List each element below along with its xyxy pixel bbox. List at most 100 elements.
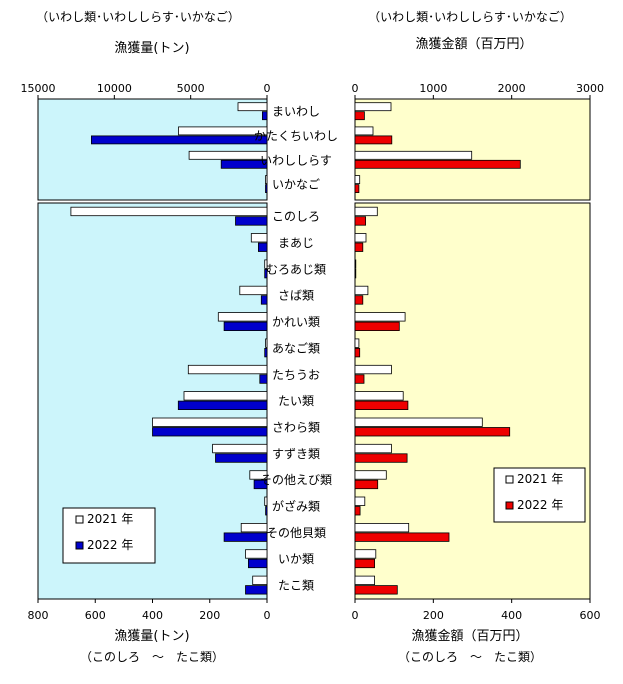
value-top-bar-2021-2 (354, 150, 473, 160)
value-bottom-bar-2021-3 (354, 285, 369, 296)
quantity-legend-label-2021: 2021 年 (87, 512, 133, 526)
category-label-bottom-7: たい類 (278, 394, 314, 408)
category-label-bottom-10: その他えび類 (260, 473, 332, 487)
value-top-tick-label-3: 3000 (576, 82, 604, 95)
value-legend-label-2022: 2022 年 (517, 498, 563, 512)
quantity-title-note: （いわし類･いわししらす･いかなご） (36, 9, 240, 24)
value-top-bar-2021-0 (354, 102, 392, 112)
value-bottom-bar-2022-14 (354, 585, 398, 595)
quantity-bottom-bar-2021-0 (70, 206, 268, 217)
category-label-bottom-6: たちうお (272, 368, 320, 382)
value-bottom-bar-2022-7 (354, 400, 409, 411)
value-bottom-tick-label-3: 600 (580, 609, 601, 622)
category-label-top-2: いわししらす (260, 153, 332, 167)
value-bottom-bar-2021-10 (354, 470, 387, 480)
quantity-bottom-bar-2022-11 (265, 506, 268, 516)
category-label-top-1: かたくちいわし (254, 129, 338, 143)
quantity-bottom-bar-2022-10 (253, 479, 268, 490)
quantity-bottom-bar-2022-13 (247, 558, 268, 569)
category-label-bottom-12: その他貝類 (266, 526, 326, 540)
quantity-bottom-bar-2022-12 (223, 532, 268, 542)
quantity-top-bar-2021-1 (178, 126, 268, 136)
category-label-bottom-4: かれい類 (272, 315, 320, 329)
value-xlabel-note: （このしろ ～ たこ類） (398, 650, 542, 664)
quantity-top-bar-2022-3 (265, 184, 268, 194)
value-bottom-tick-label-2: 400 (501, 609, 522, 622)
quantity-top-bar-2022-1 (91, 135, 268, 145)
value-top-bar-2021-3 (354, 175, 361, 185)
category-label-bottom-3: さば類 (278, 289, 314, 303)
value-bottom-bar-2021-14 (354, 575, 376, 585)
value-legend-swatch-2021 (505, 475, 514, 484)
value-bottom-bar-2022-0 (354, 216, 367, 226)
quantity-bottom-bar-2021-6 (187, 364, 268, 375)
quantity-xlabel: 漁獲量(トン) (114, 629, 189, 644)
value-title: 漁獲金額（百万円） (415, 36, 532, 52)
category-label-bottom-0: このしろ (272, 210, 320, 224)
value-bottom-bar-2022-13 (354, 558, 376, 569)
quantity-top-tick-label-0: 15000 (21, 82, 56, 95)
quantity-top-bar-2022-0 (261, 111, 268, 121)
quantity-bottom-bar-2022-9 (215, 453, 268, 463)
quantity-bottom-bar-2022-2 (264, 268, 268, 279)
category-label-bottom-11: がざみ類 (272, 499, 320, 514)
value-bottom-bar-2022-1 (354, 242, 364, 252)
quantity-bottom-bar-2022-5 (264, 347, 268, 358)
value-xlabel: 漁獲金額（百万円） (411, 628, 528, 644)
value-top-bar-2022-3 (354, 184, 360, 194)
value-bottom-bar-2021-8 (354, 417, 483, 427)
value-bottom-bar-2022-8 (354, 427, 511, 437)
quantity-legend: 2021 年 2022 年 (62, 507, 156, 564)
quantity-bottom-tick-label-4: 0 (264, 609, 271, 622)
category-label-top-0: まいわし (272, 105, 320, 119)
quantity-title: 漁獲量(トン) (114, 41, 189, 56)
quantity-bottom-bar-2022-0 (235, 216, 268, 226)
value-legend-label-2021: 2021 年 (517, 472, 563, 486)
value-bottom-tick-label-0: 0 (352, 609, 359, 622)
quantity-bottom-bar-2021-14 (252, 575, 268, 585)
value-bottom-bar-2022-4 (354, 321, 400, 332)
value-bottom-bar-2021-13 (354, 549, 377, 559)
quantity-bottom-bar-2022-8 (152, 427, 268, 437)
value-top-bar-2022-2 (354, 159, 521, 169)
quantity-bottom-bar-2022-1 (257, 242, 268, 252)
quantity-legend-label-2022: 2022 年 (87, 538, 133, 552)
value-bottom-bar-2021-0 (354, 206, 378, 217)
value-bottom-bar-2021-1 (354, 233, 367, 243)
quantity-bottom-bar-2022-14 (245, 585, 268, 595)
value-bottom-bar-2022-9 (354, 453, 408, 463)
value-bottom-bar-2021-9 (354, 443, 392, 454)
value-bottom-bar-2021-2 (354, 259, 357, 269)
quantity-bottom-bar-2021-3 (239, 285, 268, 296)
quantity-bottom-bar-2021-5 (265, 338, 268, 348)
quantity-bottom-bar-2021-13 (245, 549, 268, 559)
quantity-bottom-tick-label-2: 400 (142, 609, 163, 622)
value-top-tick-label-2: 2000 (498, 82, 526, 95)
quantity-top-bar-2022-2 (220, 159, 268, 169)
value-bottom-bar-2022-5 (354, 347, 361, 358)
value-bottom-bar-2022-12 (354, 532, 450, 542)
category-label-top-3: いかなご (272, 177, 320, 192)
value-bottom-bar-2021-5 (354, 338, 360, 348)
quantity-bottom-bar-2021-10 (249, 470, 268, 480)
quantity-bottom-bar-2021-1 (250, 233, 268, 243)
value-bottom-bar-2022-10 (354, 479, 379, 490)
value-bottom-tick-label-1: 200 (423, 609, 444, 622)
quantity-top-bar-2021-0 (237, 102, 268, 112)
chart-marks: まいわしかたくちいわしいわししらすいかなごこのしろまあじむろあじ類さば類かれい類… (21, 82, 605, 622)
value-bottom-bar-2022-2 (354, 268, 357, 279)
value-bottom-bar-2022-3 (354, 295, 364, 305)
quantity-bottom-bar-2021-11 (264, 496, 268, 506)
quantity-bottom-bar-2021-12 (240, 523, 268, 533)
category-label-bottom-2: むろあじ類 (266, 262, 326, 276)
quantity-bottom-bar-2021-2 (264, 259, 268, 269)
value-top-tick-label-1: 1000 (419, 82, 447, 95)
value-top-bar-2022-0 (354, 111, 365, 121)
value-top-bar-2021-1 (354, 126, 374, 136)
value-legend-swatch-2022 (505, 501, 514, 510)
category-label-bottom-13: いか類 (278, 552, 314, 566)
value-bottom-bar-2021-12 (354, 523, 410, 533)
quantity-bottom-tick-label-3: 200 (199, 609, 220, 622)
value-top-tick-label-0: 0 (352, 82, 359, 95)
